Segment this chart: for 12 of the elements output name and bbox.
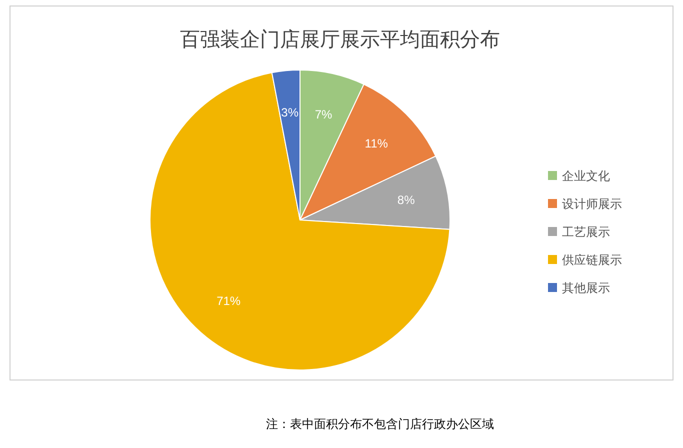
legend-label: 设计师展示 [562,197,622,211]
data-label: 71% [216,294,241,308]
data-label: 3% [281,105,299,120]
data-label: 11% [364,136,388,151]
text: 注：表中面积分布不包含门店行政办公区域 [266,417,494,431]
legend-label: 供应链展示 [562,253,622,267]
legend-label: 工艺展示 [562,225,610,239]
legend-label: 企业文化 [562,169,610,183]
data-label: 7% [314,108,333,122]
legend-label: 其他展示 [562,281,610,295]
data-label: 8% [397,192,416,207]
chart-title: 百强装企门店展厅展示平均面积分布 [180,29,500,51]
